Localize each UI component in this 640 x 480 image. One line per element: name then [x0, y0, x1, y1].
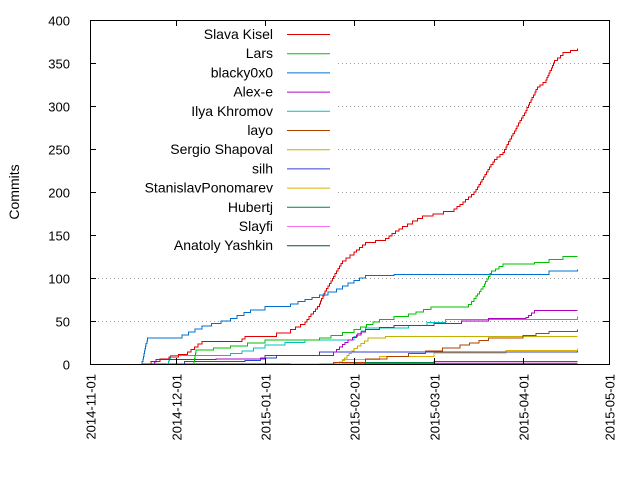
legend: Slava Kisel Lars blacky0x0 Alex-e Ilya Khrom…: [145, 26, 330, 253]
legend-label: Sergio Shapoval: [170, 141, 273, 157]
x-tick-labels: 2014-11-01 2014-12-01 2015-01-01 2015-02-01…: [84, 374, 618, 441]
y-tick-labels: 0 50 100 150 200 250 300 350 400: [48, 14, 70, 373]
legend-label: Slayfi: [239, 218, 273, 234]
series-line-silh: [181, 351, 578, 365]
legend-label: Hubertj: [228, 199, 273, 215]
y-tick-label: 200: [48, 186, 70, 201]
legend-label: Lars: [246, 45, 273, 61]
series-line-slava-kisel: [141, 48, 578, 365]
series-line-lars: [193, 256, 578, 365]
x-tick-label: 2015-04-01: [517, 374, 532, 441]
x-tick-label: 2015-01-01: [259, 374, 274, 441]
legend-label: blacky0x0: [211, 64, 273, 80]
series-line-blacky0x0: [141, 269, 578, 365]
x-tick-label: 2015-05-01: [603, 374, 618, 441]
series-line-alex-e: [153, 310, 578, 365]
y-tick-label: 400: [48, 14, 70, 29]
y-tick-label: 50: [56, 315, 70, 330]
legend-label: StanislavPonomarev: [145, 180, 273, 196]
y-tick-label: 0: [63, 358, 70, 373]
y-axis-title: Commits: [6, 164, 22, 219]
y-tick-label: 100: [48, 272, 70, 287]
x-tick-label: 2014-12-01: [170, 374, 185, 441]
legend-label: silh: [252, 160, 273, 176]
y-tick-label: 250: [48, 143, 70, 158]
series-line-layo: [319, 329, 578, 365]
x-tick-label: 2015-02-01: [348, 374, 363, 441]
legend-label: Slava Kisel: [204, 26, 273, 42]
axis-ticks: [90, 20, 610, 365]
y-tick-label: 150: [48, 229, 70, 244]
legend-label: Ilya Khromov: [191, 103, 273, 119]
x-tick-label: 2015-03-01: [428, 374, 443, 441]
series-line-sergio-shapoval: [336, 335, 578, 365]
grid-lines: [90, 63, 609, 322]
x-tick-label: 2014-11-01: [84, 374, 99, 440]
y-tick-label: 350: [48, 57, 70, 72]
series-line-ilya-khromov: [167, 316, 578, 365]
y-tick-label: 300: [48, 100, 70, 115]
legend-label: Anatoly Yashkin: [174, 237, 273, 253]
legend-label: Alex-e: [233, 84, 273, 100]
series-layer: [141, 48, 578, 365]
legend-label: layo: [247, 122, 273, 138]
